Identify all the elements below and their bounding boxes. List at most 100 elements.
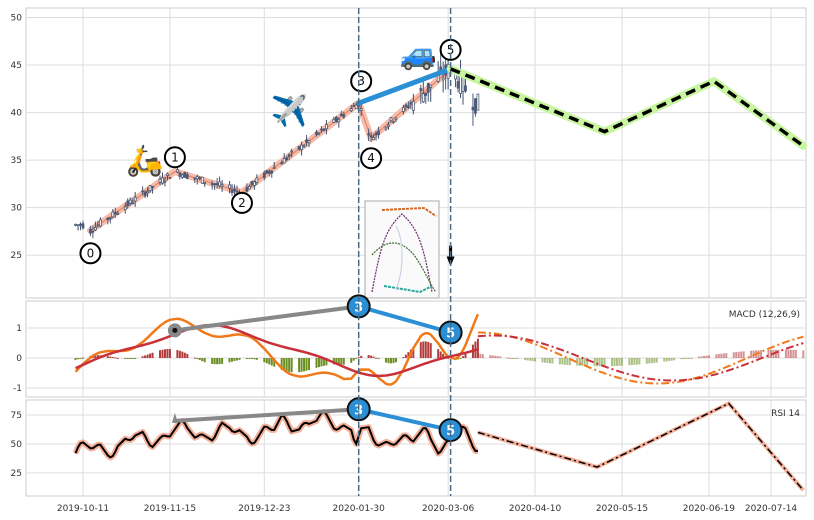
- wave-label-circle: [360, 147, 383, 170]
- candle-body: [387, 124, 390, 127]
- inset-curve-1: [371, 213, 433, 293]
- macd-histogram-bar: [183, 352, 186, 358]
- candle-body: [203, 181, 207, 184]
- macd-projected-bar: [509, 357, 512, 359]
- candle-body: [176, 169, 179, 173]
- candle-body: [116, 213, 120, 215]
- macd-projected-bar: [601, 358, 604, 367]
- macd-histogram-bar: [201, 358, 204, 362]
- macd-projected-line: [477, 331, 804, 385]
- macd-projected-bar: [561, 358, 564, 365]
- candle-body: [377, 130, 380, 135]
- candle-body: [99, 219, 102, 227]
- candle-body: [245, 187, 249, 192]
- candle-body: [111, 211, 115, 218]
- macd-projected-bar: [683, 358, 686, 359]
- macd-projected-bar: [476, 353, 479, 358]
- candle-body: [325, 124, 328, 130]
- macd-histogram-bar: [211, 358, 214, 364]
- candle-body: [265, 170, 269, 174]
- macd-projected-bar: [563, 358, 566, 365]
- macd-projected-bar: [700, 356, 703, 358]
- macd-histogram-bar: [163, 349, 166, 358]
- macd-projected-bar: [650, 358, 653, 364]
- macd-histogram-bar: [290, 358, 293, 373]
- candle-body: [424, 92, 428, 96]
- x-tick-label: 2020-01-30: [333, 504, 386, 514]
- macd-histogram-bar: [372, 356, 375, 358]
- candle-body: [421, 93, 425, 103]
- macd-projected-bar: [583, 358, 586, 366]
- airplane-icon: ✈️: [270, 92, 307, 129]
- candle-body: [128, 199, 132, 204]
- rsi-tick-label: 25: [11, 469, 22, 479]
- candle-body: [267, 171, 271, 174]
- macd-histogram-bar: [141, 356, 144, 358]
- macd-tick-label: 1: [16, 324, 22, 334]
- macd-histogram-bar: [245, 358, 248, 359]
- candle-body: [228, 184, 231, 189]
- candle-body: [272, 166, 276, 169]
- candle-body: [471, 106, 475, 111]
- candle-body: [402, 107, 405, 112]
- macd-projected-bar: [546, 358, 549, 363]
- macd-projected-bar: [603, 358, 606, 367]
- macd-histogram-bar: [134, 358, 137, 359]
- macd-projected-bar: [511, 358, 514, 359]
- macd-histogram-bar: [213, 358, 216, 365]
- candle-body: [334, 116, 338, 122]
- macd-projected-bar: [668, 358, 671, 361]
- wave-label-3: 3: [357, 74, 365, 88]
- macd-histogram-bar: [427, 341, 430, 358]
- candle-body: [285, 157, 289, 161]
- macd-histogram-bar: [265, 358, 268, 364]
- macd-histogram-bar: [114, 357, 117, 359]
- candle-body: [419, 88, 423, 91]
- rsi-badge-3: 3: [354, 403, 363, 418]
- price-panel: 253035404550012345🛵✈️🚙: [11, 7, 808, 299]
- macd-projected-bar: [737, 351, 740, 358]
- candle-body: [213, 183, 216, 186]
- macd-histogram-bar: [317, 358, 320, 368]
- macd-tick-label: -1: [13, 384, 22, 394]
- candle-body: [404, 104, 408, 107]
- candle-body: [81, 223, 85, 229]
- macd-histogram-bar: [96, 355, 99, 358]
- macd-histogram-bar: [131, 358, 134, 359]
- macd-histogram-bar: [350, 358, 353, 363]
- macd-histogram-bar: [340, 358, 343, 365]
- macd-histogram-bar: [176, 350, 179, 358]
- macd-histogram-bar: [270, 358, 273, 366]
- macd-projected-bar: [598, 358, 601, 367]
- macd-histogram-bar: [402, 357, 405, 359]
- candle-body: [476, 93, 480, 111]
- macd-histogram-bar: [268, 358, 271, 365]
- macd-histogram-bar: [186, 353, 189, 358]
- macd-histogram-bar: [255, 358, 258, 360]
- x-tick-label: 2020-04-10: [509, 504, 562, 514]
- macd-projected-bar: [620, 358, 623, 366]
- macd-histogram-bar: [476, 338, 479, 358]
- wave-label-4: 4: [367, 151, 375, 165]
- rsi-projection-line: [477, 402, 804, 491]
- candle-body: [342, 114, 346, 118]
- macd-histogram-bar: [394, 358, 397, 363]
- macd-projected-bar: [725, 353, 728, 358]
- macd-histogram-bar: [231, 358, 234, 362]
- candle-body: [384, 126, 388, 130]
- candle-body: [369, 135, 373, 137]
- macd-histogram-bar: [221, 358, 224, 364]
- macd-histogram-bar: [158, 350, 161, 358]
- macd-histogram-bar: [149, 353, 152, 358]
- candle-body: [394, 117, 398, 120]
- macd-projected-bar: [635, 358, 638, 365]
- candle-body: [123, 206, 127, 211]
- macd-projected-bar: [702, 356, 705, 358]
- macd-histogram-bar: [218, 358, 221, 365]
- macd-projected-bar: [638, 358, 641, 365]
- macd-projected-bar: [794, 350, 797, 358]
- inset-curve-3: [381, 206, 437, 217]
- macd-projected-bar: [494, 355, 497, 358]
- macd-projected-bar: [618, 358, 621, 366]
- candle-body: [94, 227, 97, 231]
